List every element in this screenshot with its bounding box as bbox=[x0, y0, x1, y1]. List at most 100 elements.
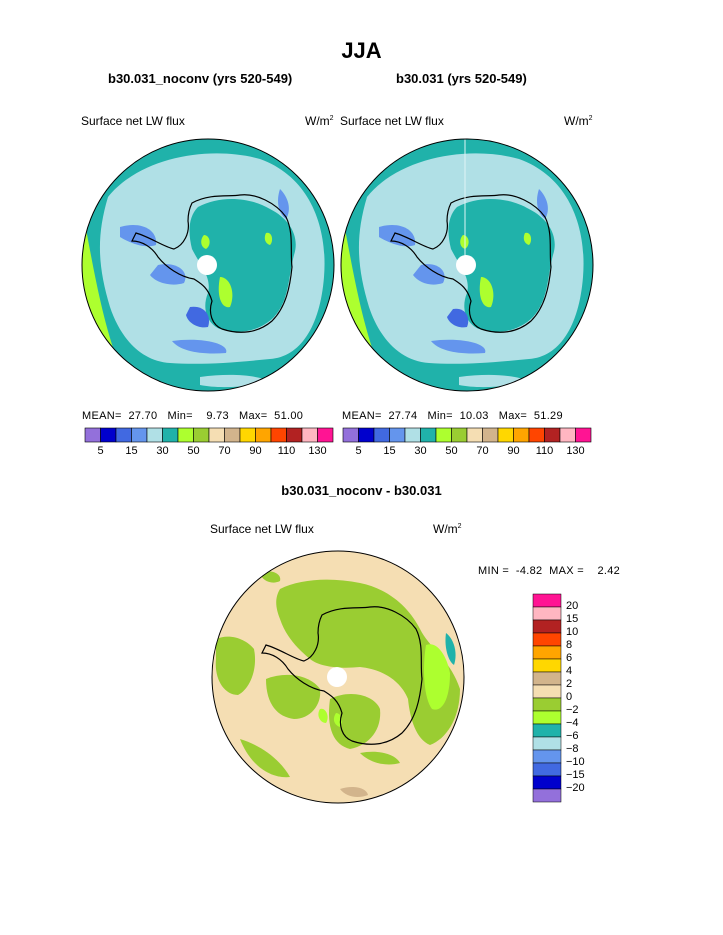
colorbar-tick-label: −8 bbox=[566, 743, 579, 755]
colorbar-tick-label: −4 bbox=[566, 717, 579, 729]
teal-region bbox=[445, 633, 456, 665]
colorbar-tick-label: 70 bbox=[218, 445, 231, 457]
colorbar-tick-label: 2 bbox=[566, 678, 573, 690]
colorbar-tick-label: 130 bbox=[308, 445, 327, 457]
olive-region bbox=[240, 739, 290, 778]
colorbar-tick-label: 90 bbox=[249, 445, 262, 457]
colorbar-swatch bbox=[497, 427, 514, 443]
green-region bbox=[523, 232, 532, 245]
colorbar-swatch bbox=[373, 427, 390, 443]
right-colorbar-ticks: 5 15 30 50 70 90 110 130 bbox=[343, 445, 591, 459]
colorbar-tick-label: 15 bbox=[566, 613, 579, 625]
green-region bbox=[201, 235, 210, 249]
antarctica-teal bbox=[189, 198, 296, 332]
blue-region bbox=[379, 225, 416, 247]
left-stats: MEAN= 27.70 Min= 9.73 Max= 51.00 bbox=[82, 410, 304, 422]
colorbar-swatch bbox=[532, 658, 562, 673]
pole-hole bbox=[197, 255, 217, 275]
colorbar-swatch bbox=[544, 427, 561, 443]
colorbar-tick-label: 90 bbox=[507, 445, 520, 457]
colorbar-swatch bbox=[270, 427, 287, 443]
right-colorbar bbox=[342, 427, 592, 443]
colorbar-swatch bbox=[342, 427, 359, 443]
colorbar-swatch bbox=[532, 775, 562, 790]
colorbar-tick-label: 0 bbox=[566, 691, 573, 703]
colorbar-swatch bbox=[532, 710, 562, 725]
colorbar-swatch bbox=[532, 723, 562, 738]
colorbar-tick-label: 70 bbox=[476, 445, 489, 457]
left-field-label: Surface net LW flux bbox=[81, 114, 185, 128]
colorbar-swatch bbox=[224, 427, 241, 443]
colorbar-swatch bbox=[239, 427, 256, 443]
diff-panel-title: b30.031_noconv - b30.031 bbox=[281, 483, 442, 498]
olive-region bbox=[266, 674, 321, 719]
colorbar-tick-label: 30 bbox=[156, 445, 169, 457]
colorbar-swatch bbox=[532, 645, 562, 660]
coastline bbox=[390, 194, 552, 333]
colorbar-swatch bbox=[532, 697, 562, 712]
colorbar-swatch bbox=[435, 427, 452, 443]
colorbar-swatch bbox=[358, 427, 375, 443]
tan-region bbox=[340, 787, 368, 797]
right-panel-title: b30.031 (yrs 520-549) bbox=[396, 71, 527, 86]
colorbar-swatch bbox=[532, 788, 562, 803]
colorbar-tick-label: −10 bbox=[566, 756, 585, 768]
green-region bbox=[264, 232, 273, 245]
colorbar-swatch bbox=[301, 427, 318, 443]
pole-hole bbox=[327, 667, 347, 687]
left-polar-map bbox=[81, 138, 335, 392]
blue-region bbox=[120, 225, 157, 247]
colorbar-swatch bbox=[208, 427, 225, 443]
blue-region bbox=[150, 264, 186, 285]
colorbar-tick-label: 5 bbox=[97, 445, 104, 457]
colorbar-swatch bbox=[255, 427, 272, 443]
colorbar-swatch bbox=[404, 427, 421, 443]
right-units-label: W/m2 bbox=[564, 114, 593, 128]
diff-polar-map bbox=[211, 550, 465, 804]
colorbar-swatch bbox=[532, 606, 562, 621]
green-region bbox=[460, 235, 469, 249]
diff-field-label: Surface net LW flux bbox=[210, 522, 314, 536]
colorbar-swatch bbox=[466, 427, 483, 443]
colorbar-swatch bbox=[420, 427, 437, 443]
colorbar-tick-label: 5 bbox=[355, 445, 362, 457]
colorbar-tick-label: 15 bbox=[383, 445, 396, 457]
colorbar-swatch bbox=[177, 427, 194, 443]
colorbar-swatch bbox=[532, 593, 562, 608]
blue-region bbox=[172, 339, 227, 354]
colorbar-swatch bbox=[131, 427, 148, 443]
olive-region bbox=[276, 579, 460, 745]
colorbar-tick-label: 6 bbox=[566, 652, 573, 664]
colorbar-swatch bbox=[532, 736, 562, 751]
colorbar-swatch bbox=[559, 427, 576, 443]
colorbar-swatch bbox=[513, 427, 530, 443]
blue-region bbox=[186, 306, 210, 328]
colorbar-tick-label: 50 bbox=[445, 445, 458, 457]
colorbar-swatch bbox=[532, 749, 562, 764]
colorbar-tick-label: −15 bbox=[566, 769, 585, 781]
lime-region bbox=[318, 708, 328, 723]
left-colorbar bbox=[84, 427, 334, 443]
colorbar-tick-label: 8 bbox=[566, 639, 573, 651]
green-region bbox=[479, 277, 494, 308]
colorbar-tick-label: 10 bbox=[566, 626, 579, 638]
colorbar-tick-label: 110 bbox=[277, 445, 296, 457]
antarctica-teal bbox=[448, 198, 555, 332]
colorbar-swatch bbox=[193, 427, 210, 443]
diff-colorbar bbox=[532, 593, 562, 803]
green-region bbox=[218, 277, 233, 308]
colorbar-tick-label: −6 bbox=[566, 730, 579, 742]
right-stats: MEAN= 27.74 Min= 10.03 Max= 51.29 bbox=[342, 410, 563, 422]
olive-region bbox=[215, 636, 256, 695]
colorbar-tick-label: 130 bbox=[566, 445, 585, 457]
right-field-label: Surface net LW flux bbox=[340, 114, 444, 128]
colorbar-tick-label: 15 bbox=[125, 445, 138, 457]
colorbar-swatch bbox=[115, 427, 132, 443]
lime-region bbox=[424, 644, 450, 710]
colorbar-swatch bbox=[162, 427, 179, 443]
coastline bbox=[131, 194, 293, 333]
blue-region bbox=[413, 264, 445, 285]
colorbar-swatch bbox=[84, 427, 101, 443]
left-units-label: W/m2 bbox=[305, 114, 334, 128]
colorbar-swatch bbox=[146, 427, 163, 443]
